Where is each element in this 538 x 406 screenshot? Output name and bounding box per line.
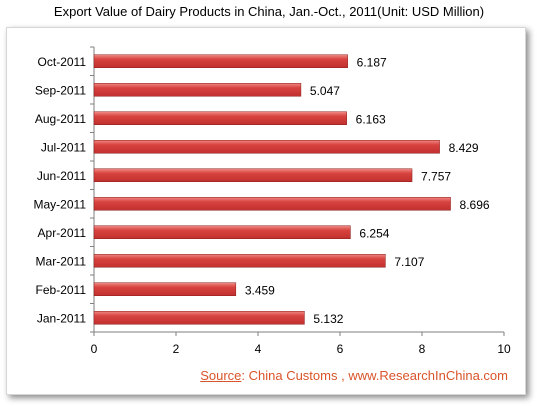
bar bbox=[93, 282, 237, 296]
chart-frame bbox=[6, 27, 526, 395]
y-category-label: Feb-2011 bbox=[36, 283, 87, 297]
data-label: 6.254 bbox=[359, 226, 389, 240]
y-category-label: Jun-2011 bbox=[37, 169, 86, 183]
source-label: Source bbox=[200, 368, 242, 383]
data-label: 8.429 bbox=[449, 141, 479, 155]
bar bbox=[93, 311, 305, 325]
data-label: 5.132 bbox=[313, 312, 343, 326]
bar bbox=[93, 225, 351, 239]
x-tick-label: 10 bbox=[497, 342, 511, 356]
bars bbox=[93, 54, 451, 325]
bar bbox=[93, 54, 348, 68]
data-labels: 6.187 5.047 6.163 8.429 7.757 8.696 6.254 7.107… bbox=[245, 55, 490, 326]
axes: 0 2 4 6 8 10 Oct-2011 Sep-2011 Aug-2011 Jul-2011 J… bbox=[34, 46, 511, 356]
bar bbox=[93, 111, 347, 125]
y-category-label: Mar-2011 bbox=[36, 254, 87, 268]
x-tick-label: 6 bbox=[337, 342, 344, 356]
x-tick-label: 8 bbox=[419, 342, 426, 356]
data-label: 8.696 bbox=[460, 198, 490, 212]
x-tick-label: 0 bbox=[91, 342, 98, 356]
data-label: 6.187 bbox=[357, 55, 387, 69]
x-tick-label: 2 bbox=[173, 342, 180, 356]
bar bbox=[93, 83, 302, 97]
data-label: 7.757 bbox=[421, 169, 451, 183]
source-text: : China Customs , www.ResearchInChina.co… bbox=[241, 368, 508, 383]
bar bbox=[93, 254, 386, 268]
bar bbox=[93, 197, 451, 211]
data-label: 6.163 bbox=[356, 112, 386, 126]
y-category-label: Jul-2011 bbox=[41, 140, 86, 154]
data-label: 3.459 bbox=[245, 283, 275, 297]
data-label: 5.047 bbox=[310, 84, 340, 98]
x-tick-label: 4 bbox=[255, 342, 262, 356]
y-category-label: Jan-2011 bbox=[37, 311, 86, 325]
data-label: 7.107 bbox=[394, 255, 424, 269]
y-category-label: Aug-2011 bbox=[35, 112, 86, 126]
y-category-label: Apr-2011 bbox=[38, 226, 87, 240]
y-category-label: May-2011 bbox=[34, 197, 87, 211]
source-note: Source: China Customs , www.ResearchInCh… bbox=[170, 368, 508, 383]
y-category-label: Oct-2011 bbox=[38, 55, 87, 69]
bar bbox=[93, 140, 440, 154]
y-category-label: Sep-2011 bbox=[35, 83, 86, 97]
bar bbox=[93, 168, 413, 182]
chart-title: Export Value of Dairy Products in China,… bbox=[53, 4, 485, 19]
